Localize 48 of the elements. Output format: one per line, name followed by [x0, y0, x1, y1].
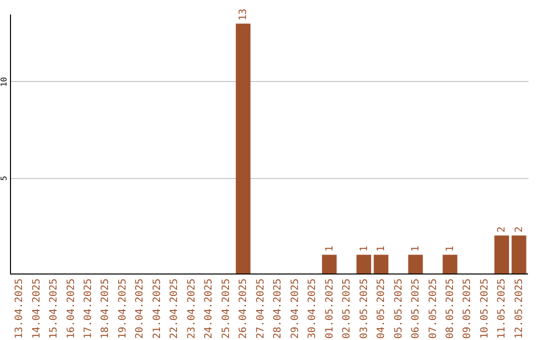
y-tick-label: 10	[0, 76, 8, 87]
bar	[374, 254, 388, 274]
x-tick-label: 28.04.2025	[272, 278, 284, 339]
data-label: 13	[238, 8, 250, 21]
bar	[442, 254, 458, 274]
x-tick-label: 20.04.2025	[134, 278, 146, 339]
x-tick-label: 03.05.2025	[358, 278, 370, 339]
bar	[512, 235, 526, 274]
x-tick-label: 21.04.2025	[152, 278, 163, 339]
x-tick-label: 05.05.2025	[393, 278, 404, 339]
x-tick-label: 23.04.2025	[186, 278, 198, 339]
x-tick-label: 13.04.2025	[14, 278, 26, 339]
x-tick-label: 07.05.2025	[428, 278, 439, 339]
data-label: 2	[496, 226, 508, 232]
x-tick-label: 29.04.2025	[290, 278, 301, 339]
x-tick-label: 01.05.2025	[324, 278, 336, 339]
data-label: 1	[445, 246, 456, 252]
x-tick-label: 04.05.2025	[376, 278, 388, 339]
data-label: 1	[324, 246, 336, 252]
bar	[408, 254, 423, 274]
bar	[236, 24, 250, 274]
x-tick-label: 16.04.2025	[66, 278, 77, 339]
x-tick-label: 18.04.2025	[100, 278, 112, 339]
x-tick-label: 19.04.2025	[117, 278, 128, 339]
x-tick-label: 10.05.2025	[479, 278, 490, 339]
bar	[356, 254, 372, 274]
x-tick-label: 24.04.2025	[204, 278, 215, 339]
x-tick-label: 30.04.2025	[307, 278, 318, 339]
x-tick-label: 09.05.2025	[462, 278, 474, 339]
x-tick-label: 12.05.2025	[514, 278, 525, 339]
x-tick-label: 17.04.2025	[83, 278, 94, 339]
data-label: 1	[376, 246, 388, 252]
data-label: 1	[358, 246, 370, 252]
x-tick-label: 15.04.2025	[48, 278, 60, 339]
data-label: 1	[410, 246, 422, 252]
x-tick-label: 14.04.2025	[31, 278, 42, 339]
x-tick-label: 02.05.2025	[342, 278, 353, 339]
x-tick-label: 26.04.2025	[238, 278, 250, 339]
bar	[494, 235, 510, 274]
bar	[322, 254, 337, 274]
x-tick-label: 08.05.2025	[445, 278, 456, 339]
x-tick-label: 11.05.2025	[496, 278, 508, 339]
x-tick-label: 27.04.2025	[255, 278, 266, 339]
x-tick-label: 25.04.2025	[220, 278, 232, 339]
y-tick-label: 5	[0, 176, 8, 181]
x-tick-label: 06.05.2025	[410, 278, 422, 339]
x-tick-label: 22.04.2025	[169, 278, 180, 339]
data-label: 2	[514, 226, 525, 232]
